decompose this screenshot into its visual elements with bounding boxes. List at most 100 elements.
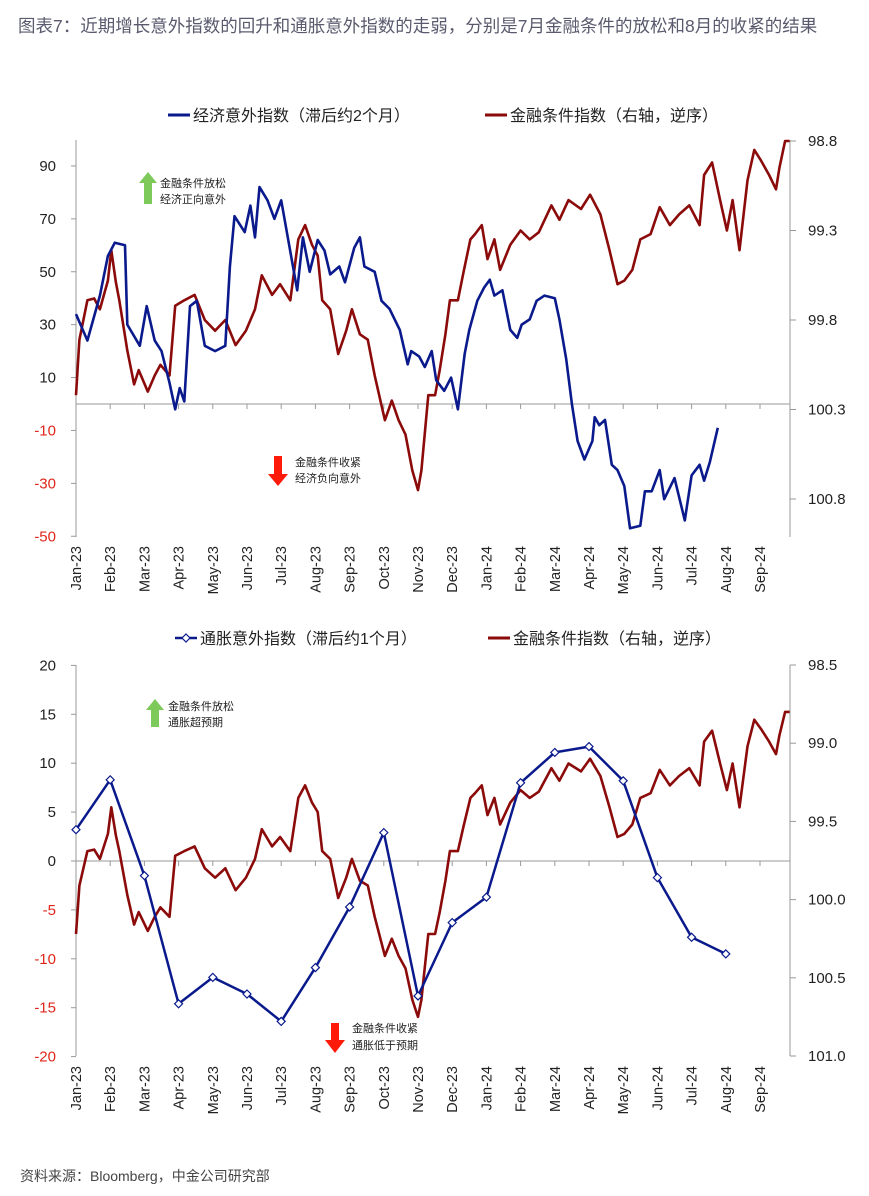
series-line-left xyxy=(74,185,720,530)
left-tick-label: 10 xyxy=(39,755,56,772)
data-point-marker xyxy=(378,827,389,838)
annotation-text: 金融条件收紧 xyxy=(295,455,361,469)
left-tick-label: -15 xyxy=(34,1000,56,1017)
green-up-arrow-icon xyxy=(146,699,164,727)
figure-title: 图表7：近期增长意外指数的回升和通胀意外指数的走弱，分别是7月金融条件的放松和8… xyxy=(18,16,818,36)
left-tick-label: 0 xyxy=(48,853,56,870)
data-point-marker xyxy=(71,824,81,835)
legend-label-inflation-surprise: 通胀意外指数（滞后约1个月） xyxy=(200,629,417,648)
left-tick-label: 10 xyxy=(39,370,56,387)
x-tick-label: Apr-23 xyxy=(172,1066,188,1110)
left-tick-label: 15 xyxy=(39,706,56,723)
x-tick-label: Jul-23 xyxy=(274,1066,290,1106)
data-point-marker xyxy=(344,902,355,912)
red-down-arrow-icon xyxy=(325,1023,345,1053)
x-tick-label: Apr-23 xyxy=(172,546,188,590)
x-tick-label: Feb-23 xyxy=(103,546,119,592)
x-tick-label: Aug-24 xyxy=(719,1066,735,1113)
right-tick-label: 99.3 xyxy=(808,223,837,240)
chart1-annotation-up: 金融条件放松 经济正向意外 xyxy=(139,172,226,206)
left-tick-label: 30 xyxy=(39,317,56,334)
x-tick-label: Jan-23 xyxy=(69,1066,85,1110)
right-tick-label: 100.8 xyxy=(808,491,846,508)
right-tick-label: 99.5 xyxy=(808,813,837,830)
chart2-annotation-up: 金融条件放松 通胀超预期 xyxy=(146,699,234,729)
left-tick-label: 70 xyxy=(39,211,56,228)
red-down-arrow-icon xyxy=(268,456,288,486)
x-tick-label: Feb-24 xyxy=(514,546,530,592)
x-tick-label: Aug-24 xyxy=(719,546,735,593)
left-tick-label: -50 xyxy=(34,528,56,545)
legend-label-financial-conditions: 金融条件指数（右轴，逆序） xyxy=(510,107,718,125)
left-tick-label: -5 xyxy=(43,902,56,919)
right-tick-label: 99.8 xyxy=(808,312,837,329)
x-tick-label: Jul-23 xyxy=(274,546,290,586)
right-tick-label: 100.3 xyxy=(808,402,846,419)
left-tick-label: -20 xyxy=(34,1049,56,1066)
left-tick-label: -10 xyxy=(34,422,56,439)
annotation-text: 经济正向意外 xyxy=(160,192,226,206)
x-tick-label: Jul-24 xyxy=(685,1066,701,1106)
x-tick-label: Aug-23 xyxy=(308,1066,324,1113)
x-tick-label: Apr-24 xyxy=(582,546,598,590)
x-tick-label: May-24 xyxy=(616,546,632,594)
chart2-annotation-down: 金融条件收紧 通胀低于预期 xyxy=(325,1021,418,1053)
annotation-text: 金融条件收紧 xyxy=(352,1021,418,1035)
x-tick-label: Feb-23 xyxy=(103,1066,119,1112)
data-point-marker xyxy=(242,989,252,999)
right-tick-label: 100.5 xyxy=(808,970,846,987)
diamond-marker-icon xyxy=(181,633,191,643)
x-tick-label: Sep-23 xyxy=(343,546,359,593)
annotation-text: 通胀低于预期 xyxy=(352,1039,418,1052)
data-point-marker xyxy=(652,872,663,883)
data-point-marker xyxy=(584,741,594,752)
x-tick-label: Jun-24 xyxy=(650,546,666,590)
x-tick-label: May-23 xyxy=(206,546,222,594)
annotation-text: 经济负向意外 xyxy=(295,471,361,485)
x-tick-label: Feb-24 xyxy=(514,1066,530,1112)
data-point-marker xyxy=(173,998,184,1009)
left-tick-label: -10 xyxy=(34,951,56,968)
x-tick-label: Mar-24 xyxy=(548,546,564,592)
chart-1: 90 70 50 30 10 -10 -30 -50 98.8 99.3 99.8 100.3 100.… xyxy=(34,133,845,594)
x-tick-label: Mar-23 xyxy=(137,546,153,592)
annotation-text: 金融条件放松 xyxy=(160,176,226,190)
data-point-marker xyxy=(276,1016,287,1027)
x-tick-label: Mar-23 xyxy=(137,1066,153,1112)
data-point-marker xyxy=(139,870,150,881)
series-line-right xyxy=(74,710,790,1019)
data-point-marker xyxy=(481,892,492,903)
data-point-marker xyxy=(310,962,321,973)
series-line-right xyxy=(74,139,790,492)
x-tick-label: Apr-24 xyxy=(582,1066,598,1110)
x-tick-label: Jan-24 xyxy=(479,546,495,590)
x-tick-label: Jul-24 xyxy=(685,546,701,586)
x-tick-label: Jan-24 xyxy=(479,1066,495,1110)
legend-label-financial-conditions: 金融条件指数（右轴，逆序） xyxy=(513,630,721,648)
left-tick-label: 90 xyxy=(39,158,56,175)
source-note: 资料来源：Bloomberg，中金公司研究部 xyxy=(20,1168,270,1184)
left-tick-label: 50 xyxy=(39,264,56,281)
x-tick-label: Nov-23 xyxy=(411,1066,427,1113)
chart1-legend: 经济意外指数（滞后约2个月） 金融条件指数（右轴，逆序） xyxy=(168,106,718,125)
x-tick-label: Oct-23 xyxy=(377,1066,393,1110)
data-point-marker xyxy=(720,949,731,959)
data-point-marker xyxy=(105,774,116,785)
data-point-marker xyxy=(618,775,629,786)
annotation-text: 金融条件放松 xyxy=(168,699,234,713)
data-point-marker xyxy=(207,972,218,983)
x-tick-label: Sep-24 xyxy=(753,546,769,593)
left-tick-label: 5 xyxy=(48,804,56,821)
x-tick-label: Nov-23 xyxy=(411,546,427,593)
x-tick-label: May-23 xyxy=(206,1066,222,1114)
x-tick-label: Dec-23 xyxy=(445,546,461,593)
left-tick-label: -30 xyxy=(34,475,56,492)
chart-2: 20 15 10 5 0 -5 -10 -15 -20 98.5 99.0 99.5 100.0 100.… xyxy=(34,657,845,1114)
x-tick-label: Jan-23 xyxy=(69,546,85,590)
x-tick-label: Aug-23 xyxy=(308,546,324,593)
x-tick-label: Jun-24 xyxy=(650,1066,666,1110)
data-point-marker xyxy=(447,917,458,928)
x-tick-label: Oct-23 xyxy=(377,546,393,590)
right-tick-label: 101.0 xyxy=(808,1048,846,1065)
